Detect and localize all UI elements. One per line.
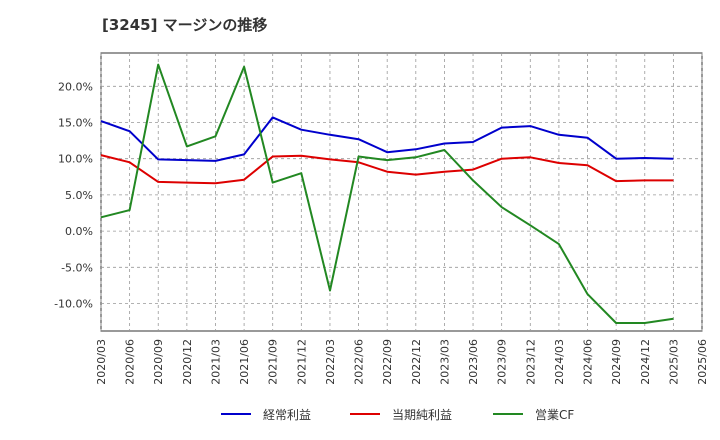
legend-label: 営業CF (535, 408, 574, 422)
y-tick-label: 20.0% (58, 80, 93, 93)
x-tick-label: 2023/09 (496, 339, 509, 385)
series-line (100, 63, 674, 324)
y-axis: 20.0% 15.0% 10.0% 5.0% 0.0% -5.0% -10.0% (54, 80, 93, 310)
x-tick-label: 2025/06 (696, 339, 709, 385)
x-axis: 2020/03 2020/06 2020/09 2020/12 2021/03 2021/… (95, 339, 709, 385)
x-tick-label: 2022/09 (381, 339, 394, 385)
x-tick-label: 2022/03 (324, 339, 337, 385)
y-tick-label: -10.0% (54, 297, 93, 310)
x-tick-label: 2021/06 (238, 339, 251, 385)
y-tick-label: 10.0% (58, 153, 93, 166)
x-tick-label: 2021/03 (209, 339, 222, 385)
x-tick-label: 2023/06 (467, 339, 480, 385)
x-tick-label: 2022/12 (410, 339, 423, 385)
y-tick-label: 5.0% (65, 189, 93, 202)
legend: 経常利益 当期純利益 営業CF (221, 408, 574, 422)
x-tick-label: 2023/03 (438, 339, 451, 385)
chart-title: [3245] マージンの推移 (102, 16, 268, 34)
x-tick-label: 2020/06 (124, 339, 137, 385)
x-tick-label: 2024/12 (639, 339, 652, 385)
plot-area (100, 52, 703, 332)
x-tick-label: 2021/12 (295, 339, 308, 385)
x-tick-label: 2025/03 (667, 339, 680, 385)
x-tick-label: 2023/12 (524, 339, 537, 385)
x-tick-label: 2024/03 (553, 339, 566, 385)
x-tick-label: 2021/09 (267, 339, 280, 385)
x-tick-label: 2024/09 (610, 339, 623, 385)
y-tick-label: 0.0% (65, 225, 93, 238)
y-tick-label: 15.0% (58, 117, 93, 130)
y-tick-label: -5.0% (61, 261, 93, 274)
x-tick-label: 2024/06 (582, 339, 595, 385)
x-tick-label: 2020/12 (181, 339, 194, 385)
x-tick-label: 2020/03 (95, 339, 108, 385)
legend-label: 当期純利益 (392, 408, 452, 422)
grid-lines (100, 53, 703, 331)
legend-label: 経常利益 (263, 408, 311, 422)
series-line (100, 154, 674, 185)
series-layer (100, 63, 674, 324)
x-tick-label: 2020/09 (152, 339, 165, 385)
series-line (100, 116, 674, 162)
x-tick-label: 2022/06 (353, 339, 366, 385)
